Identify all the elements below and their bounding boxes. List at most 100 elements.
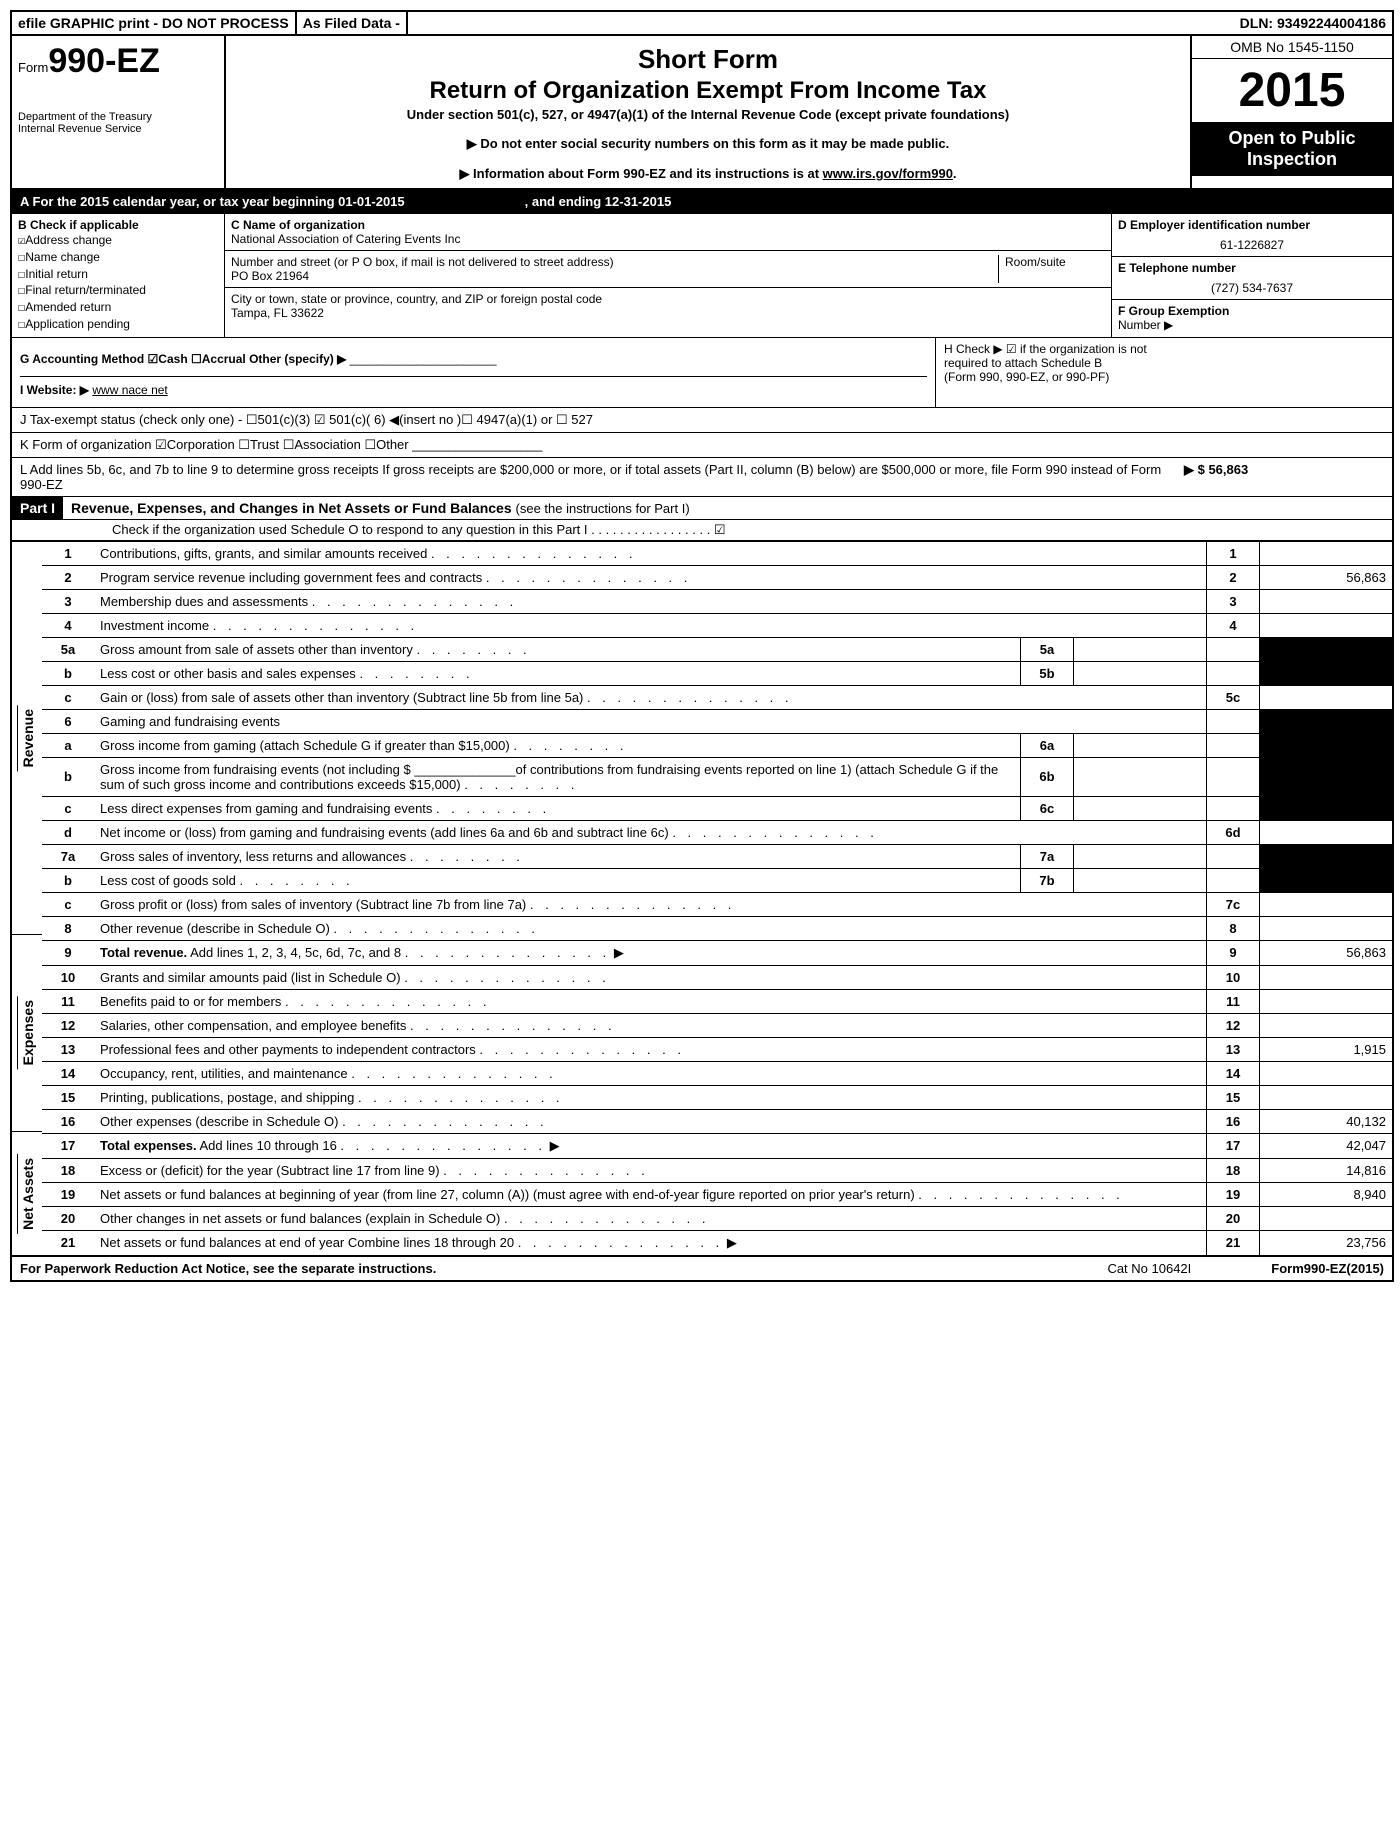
line-12: 12Salaries, other compensation, and empl… xyxy=(42,1013,1392,1037)
ein-label: D Employer identification number xyxy=(1118,218,1386,232)
org-name-label: C Name of organization xyxy=(231,218,1105,232)
street-value: PO Box 21964 xyxy=(231,269,998,283)
form-page: efile GRAPHIC print - DO NOT PROCESS As … xyxy=(10,10,1394,1282)
line-21: 21Net assets or fund balances at end of … xyxy=(42,1230,1392,1255)
line-14: 14Occupancy, rent, utilities, and mainte… xyxy=(42,1061,1392,1085)
line-a: A For the 2015 calendar year, or tax yea… xyxy=(12,190,1392,214)
line-h-2: required to attach Schedule B xyxy=(944,356,1384,370)
footer-left: For Paperwork Reduction Act Notice, see … xyxy=(20,1261,436,1276)
title-short-form: Short Form xyxy=(236,44,1180,75)
line-3: 3Membership dues and assessments . . . .… xyxy=(42,589,1392,613)
side-revenue: Revenue xyxy=(17,705,38,771)
line-7a: 7aGross sales of inventory, less returns… xyxy=(42,844,1392,868)
website-value: www nace net xyxy=(92,383,167,397)
line-20: 20Other changes in net assets or fund ba… xyxy=(42,1206,1392,1230)
line-b: bLess cost or other basis and sales expe… xyxy=(42,661,1392,685)
line-13: 13Professional fees and other payments t… xyxy=(42,1037,1392,1061)
dln-value: 93492244004186 xyxy=(1277,15,1386,31)
checkbox-amended-return[interactable]: ☐Amended return xyxy=(18,299,218,316)
irs: Internal Revenue Service xyxy=(18,123,218,135)
section-b-header: B Check if applicable xyxy=(18,218,218,232)
city-value: Tampa, FL 33622 xyxy=(231,306,1105,320)
year-cell: OMB No 1545-1150 2015 Open to Public Ins… xyxy=(1190,36,1392,188)
line-l-amount: ▶ $ 56,863 xyxy=(1184,462,1384,492)
line-17: 17Total expenses. Add lines 10 through 1… xyxy=(42,1133,1392,1158)
omb-number: OMB No 1545-1150 xyxy=(1192,36,1392,59)
inspection-line1: Open to Public xyxy=(1192,128,1392,149)
line-h-1: H Check ▶ ☑ if the organization is not xyxy=(944,342,1384,356)
tax-year: 2015 xyxy=(1192,59,1392,122)
line-c: cGross profit or (loss) from sales of in… xyxy=(42,892,1392,916)
part1-check: Check if the organization used Schedule … xyxy=(12,520,1392,541)
line-16: 16Other expenses (describe in Schedule O… xyxy=(42,1109,1392,1133)
ssn-warning: ▶ Do not enter social security numbers o… xyxy=(236,136,1180,152)
irs-link[interactable]: www.irs.gov/form990 xyxy=(823,166,953,181)
checkbox-address-change[interactable]: ☑Address change xyxy=(18,232,218,249)
section-b: B Check if applicable ☑Address change☐Na… xyxy=(12,214,225,337)
line-h-3: (Form 990, 990-EZ, or 990-PF) xyxy=(944,370,1384,384)
part1-header: Part I Revenue, Expenses, and Changes in… xyxy=(12,497,1392,520)
line-10: 10Grants and similar amounts paid (list … xyxy=(42,965,1392,989)
info-prefix: ▶ Information about Form 990-EZ and its … xyxy=(459,166,822,181)
title-return: Return of Organization Exempt From Incom… xyxy=(236,77,1180,105)
checkbox-final-return-terminated[interactable]: ☐Final return/terminated xyxy=(18,282,218,299)
line-c: cGain or (loss) from sale of assets othe… xyxy=(42,685,1392,709)
line-9: 9Total revenue. Add lines 1, 2, 3, 4, 5c… xyxy=(42,940,1392,965)
line-6: 6Gaming and fundraising events xyxy=(42,709,1392,733)
line-2: 2Program service revenue including gover… xyxy=(42,565,1392,589)
dept-treasury: Department of the Treasury xyxy=(18,111,218,123)
line-18: 18Excess or (deficit) for the year (Subt… xyxy=(42,1158,1392,1182)
section-bcd: B Check if applicable ☑Address change☐Na… xyxy=(12,214,1392,338)
inspection-line2: Inspection xyxy=(1192,149,1392,170)
title-cell: Short Form Return of Organization Exempt… xyxy=(226,36,1190,188)
street-label: Number and street (or P O box, if mail i… xyxy=(231,255,614,269)
group-label: F Group Exemption xyxy=(1118,304,1229,318)
form-number: 990-EZ xyxy=(48,42,160,80)
form-number-cell: Form990-EZ Department of the Treasury In… xyxy=(12,36,226,188)
org-name: National Association of Catering Events … xyxy=(231,232,1105,246)
form-prefix: Form xyxy=(18,60,48,75)
line-g: G Accounting Method ☑Cash ☐Accrual Other… xyxy=(20,352,346,366)
group-label2: Number ▶ xyxy=(1118,318,1173,332)
line-k-text: K Form of organization ☑Corporation ☐Tru… xyxy=(20,437,409,452)
footer-right: Form990-EZ(2015) xyxy=(1271,1261,1384,1276)
line-b: bLess cost of goods sold . . . . . . . .… xyxy=(42,868,1392,892)
checkbox-name-change[interactable]: ☐Name change xyxy=(18,249,218,266)
line-a: aGross income from gaming (attach Schedu… xyxy=(42,733,1392,757)
dln-label: DLN: xyxy=(1240,15,1273,31)
section-def: D Employer identification number 61-1226… xyxy=(1111,214,1392,337)
line-d: dNet income or (loss) from gaming and fu… xyxy=(42,820,1392,844)
subtitle: Under section 501(c), 527, or 4947(a)(1)… xyxy=(236,107,1180,122)
footer-mid: Cat No 10642I xyxy=(1107,1261,1191,1276)
as-filed: As Filed Data - xyxy=(297,12,408,34)
line-5a: 5aGross amount from sale of assets other… xyxy=(42,637,1392,661)
side-labels: Revenue Expenses Net Assets xyxy=(12,541,42,1255)
line-a-left: A For the 2015 calendar year, or tax yea… xyxy=(20,194,405,209)
line-l-text: L Add lines 5b, 6c, and 7b to line 9 to … xyxy=(20,462,1184,492)
checkbox-application-pending[interactable]: ☐Application pending xyxy=(18,316,218,333)
line-j: J Tax-exempt status (check only one) - ☐… xyxy=(12,408,1392,433)
topbar: efile GRAPHIC print - DO NOT PROCESS As … xyxy=(12,12,1392,36)
side-expenses: Expenses xyxy=(17,996,38,1069)
checkbox-initial-return[interactable]: ☐Initial return xyxy=(18,266,218,283)
side-netassets: Net Assets xyxy=(17,1154,38,1234)
info-link-line: ▶ Information about Form 990-EZ and its … xyxy=(236,166,1180,182)
header: Form990-EZ Department of the Treasury In… xyxy=(12,36,1392,190)
part1-note: (see the instructions for Part I) xyxy=(516,501,690,516)
open-inspection: Open to Public Inspection xyxy=(1192,122,1392,176)
footer: For Paperwork Reduction Act Notice, see … xyxy=(12,1255,1392,1280)
room-label: Room/suite xyxy=(998,255,1105,283)
part1-title: Revenue, Expenses, and Changes in Net As… xyxy=(71,500,512,516)
line-gh: G Accounting Method ☑Cash ☐Accrual Other… xyxy=(12,338,1392,408)
info-suffix: . xyxy=(953,166,957,181)
phone-label: E Telephone number xyxy=(1118,261,1386,275)
line-h: H Check ▶ ☑ if the organization is not r… xyxy=(935,338,1392,407)
website-label: I Website: ▶ xyxy=(20,383,89,397)
line-8: 8Other revenue (describe in Schedule O) … xyxy=(42,916,1392,940)
dln: DLN: 93492244004186 xyxy=(1234,12,1392,34)
section-c: C Name of organization National Associat… xyxy=(225,214,1111,337)
part1-label: Part I xyxy=(12,497,63,519)
line-19: 19Net assets or fund balances at beginni… xyxy=(42,1182,1392,1206)
phone-value: (727) 534-7637 xyxy=(1118,275,1386,295)
line-11: 11Benefits paid to or for members . . . … xyxy=(42,989,1392,1013)
